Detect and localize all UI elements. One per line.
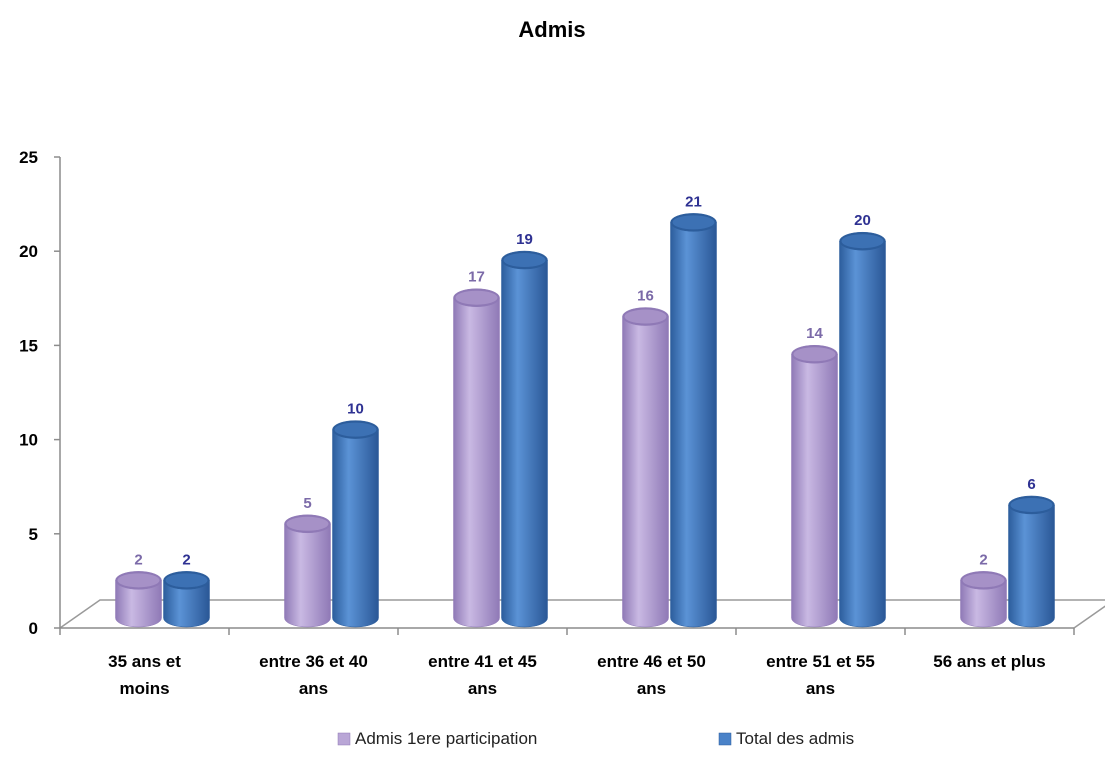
bar-top-highlight	[286, 516, 329, 531]
category-label: ans	[468, 679, 497, 698]
bar-top-highlight	[1010, 497, 1053, 512]
data-label: 14	[806, 325, 823, 342]
category-label: ans	[637, 679, 666, 698]
bar-body	[284, 523, 331, 628]
bar-admis-1ere	[622, 307, 669, 628]
category-label: moins	[119, 679, 169, 698]
bar-body	[622, 316, 669, 628]
category-label: entre 41 et 45	[428, 652, 537, 671]
data-label: 17	[468, 269, 485, 286]
y-tick-label: 0	[29, 619, 38, 638]
bar-body	[163, 580, 210, 628]
data-label: 2	[979, 551, 987, 568]
bar-total-admis	[839, 231, 886, 628]
y-tick-label: 10	[19, 431, 38, 450]
bar-top-highlight	[841, 234, 884, 249]
data-label: 10	[347, 401, 364, 418]
data-label: 2	[182, 551, 190, 568]
data-label: 5	[303, 495, 311, 512]
bar-body	[501, 259, 548, 628]
category-label: entre 36 et 40	[259, 652, 368, 671]
bar-total-admis	[1008, 495, 1055, 628]
y-tick-label: 15	[19, 336, 38, 355]
bar-body	[960, 580, 1007, 628]
bar-admis-1ere	[453, 288, 500, 628]
legend: Admis 1ere participation Total des admis	[337, 729, 854, 748]
bar-top-highlight	[455, 290, 498, 305]
bar-top-highlight	[334, 422, 377, 437]
bar-admis-1ere	[115, 571, 162, 628]
category-label: entre 51 et 55	[766, 652, 875, 671]
legend-swatch	[718, 732, 732, 746]
data-label: 6	[1027, 476, 1035, 493]
bar-admis-1ere	[960, 571, 1007, 628]
data-label: 20	[854, 212, 871, 229]
bar-top-highlight	[165, 573, 208, 588]
bar-body	[839, 240, 886, 628]
chart-title: Admis	[518, 17, 585, 42]
data-label: 2	[134, 551, 142, 568]
data-label: 16	[637, 288, 654, 305]
category-label: 56 ans et plus	[933, 652, 1045, 671]
y-tick-label: 25	[19, 148, 38, 167]
category-label: ans	[299, 679, 328, 698]
category-label: entre 46 et 50	[597, 652, 706, 671]
data-label: 19	[516, 231, 533, 248]
bar-body	[115, 580, 162, 628]
bar-body	[670, 222, 717, 628]
bar-top-highlight	[117, 573, 160, 588]
bar-total-admis	[670, 213, 717, 628]
bar-body	[453, 297, 500, 628]
category-label: ans	[806, 679, 835, 698]
bar-top-highlight	[962, 573, 1005, 588]
floor-outline	[59, 599, 1105, 629]
bar-body	[791, 353, 838, 628]
bar-top-highlight	[672, 215, 715, 230]
data-label: 21	[685, 193, 702, 210]
bar-admis-1ere	[284, 514, 331, 628]
bar-total-admis	[501, 250, 548, 628]
bar-top-highlight	[503, 253, 546, 268]
labels: 35 ans et moins entre 36 et 40 ans entre 41 …	[108, 193, 1046, 698]
bars	[115, 213, 1055, 628]
bar-top-highlight	[793, 347, 836, 362]
legend-swatch	[337, 732, 351, 746]
bar-admis-1ere	[791, 344, 838, 628]
legend-label: Total des admis	[736, 729, 854, 748]
bar-top-highlight	[624, 309, 667, 324]
category-label: 35 ans et	[108, 652, 181, 671]
bar-body	[332, 429, 379, 628]
y-tick-label: 5	[29, 525, 38, 544]
bar-total-admis	[332, 420, 379, 628]
y-tick-label: 20	[19, 242, 38, 261]
bar-body	[1008, 504, 1055, 628]
legend-label: Admis 1ere participation	[355, 729, 537, 748]
bar-total-admis	[163, 571, 210, 628]
